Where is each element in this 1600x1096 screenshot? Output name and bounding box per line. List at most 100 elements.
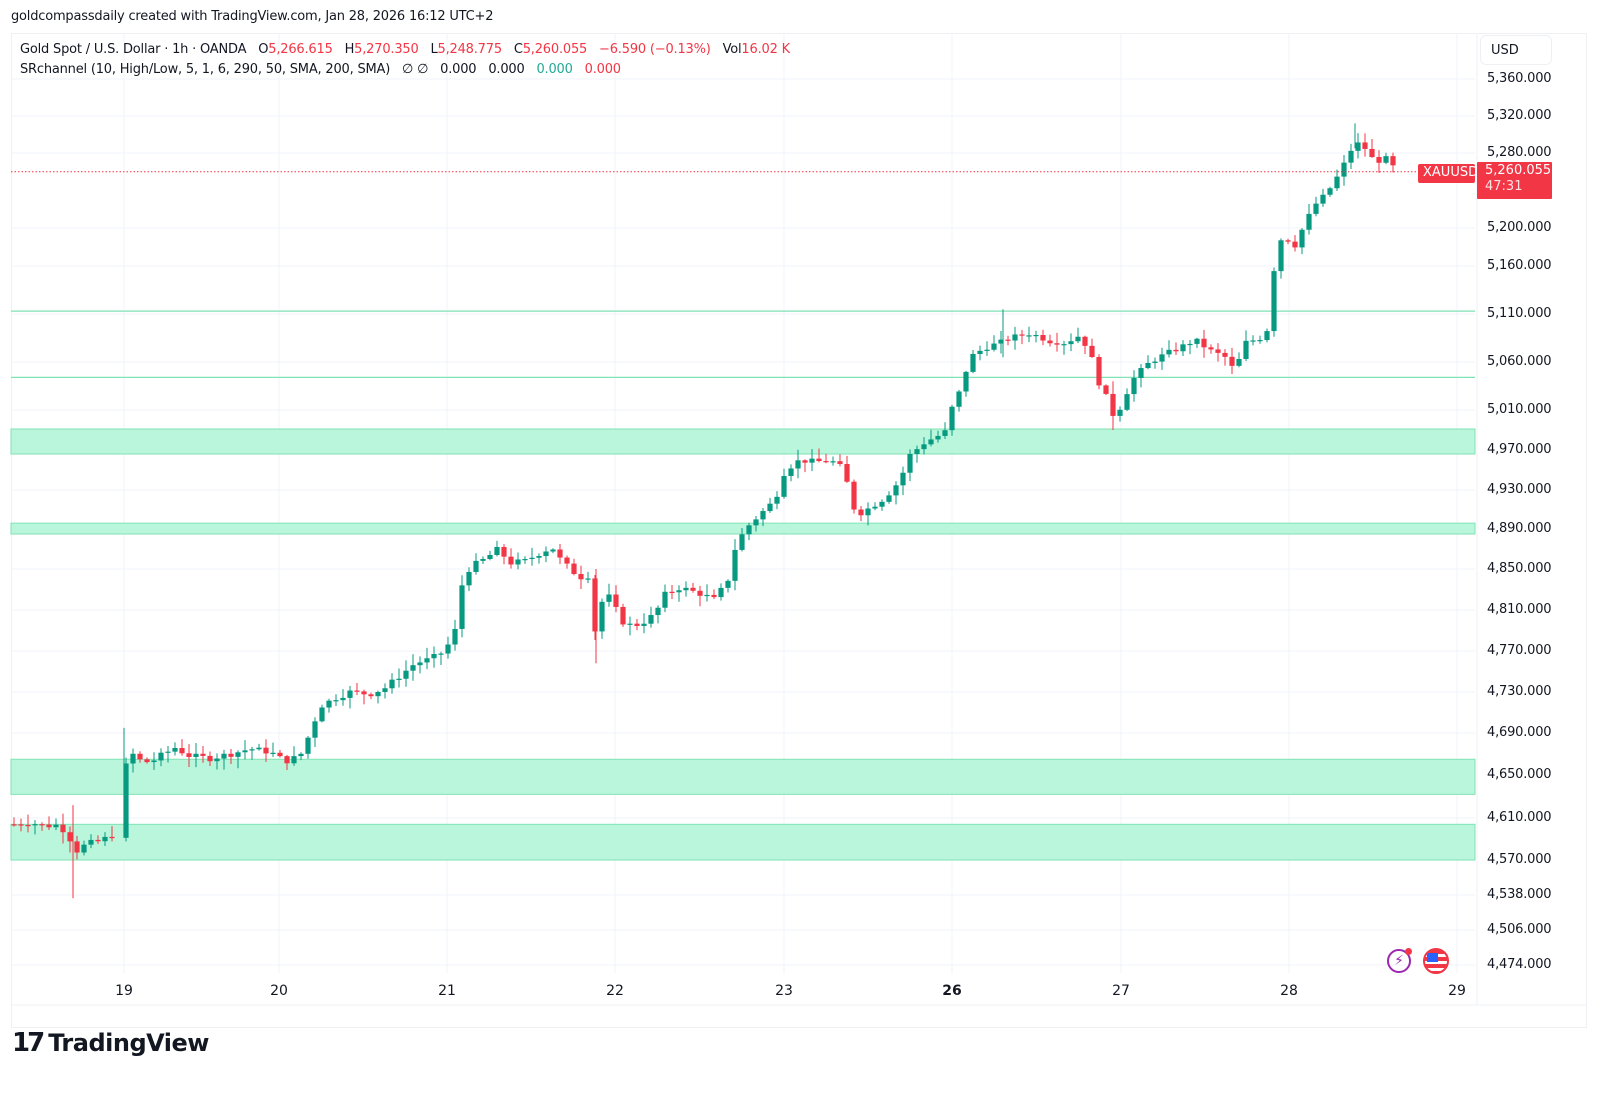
candle-body [18, 824, 24, 826]
candle-body [1229, 356, 1235, 366]
candle-body [1327, 188, 1333, 195]
candle-body [963, 371, 969, 392]
candle-body [739, 534, 745, 550]
candle-body [746, 525, 752, 535]
candle-body [998, 339, 1004, 344]
us-flag-icon[interactable] [1423, 948, 1449, 974]
candle-body [697, 590, 703, 596]
candle-body [914, 449, 920, 454]
candle-body [1019, 334, 1025, 336]
candle-body [368, 694, 374, 697]
candle-body [921, 444, 927, 450]
last-price-label: 5,260.055 47:31 [1477, 162, 1552, 199]
candle-body [774, 496, 780, 504]
candle-body [67, 832, 73, 842]
indicator-value-4: 0.000 [584, 62, 621, 77]
candle-body [1131, 377, 1137, 395]
candle-body [809, 458, 815, 463]
last-price-value: 5,260.055 [1485, 163, 1552, 178]
indicator-legend[interactable]: SRchannel (10, High/Low, 5, 1, 6, 290, 5… [20, 60, 790, 80]
candle-body [900, 472, 906, 486]
candle-body [172, 748, 178, 752]
candle-body [480, 559, 486, 561]
price-tick-label: 5,280.000 [1487, 145, 1552, 160]
candle-body [1040, 334, 1046, 341]
candle-body [802, 460, 808, 463]
candle-body [39, 824, 45, 826]
candle-body [354, 690, 360, 692]
indicator-symbols: ∅ ∅ [402, 62, 429, 77]
candle-body [95, 839, 101, 842]
candle-body [676, 590, 682, 593]
candle-body [179, 748, 185, 754]
candle-body [312, 721, 318, 738]
candle-body [606, 594, 612, 602]
candle-body [473, 560, 479, 572]
price-tick-label: 4,890.000 [1487, 521, 1552, 536]
lightning-icon[interactable]: ⚡ [1387, 948, 1412, 973]
candle-body [816, 458, 822, 462]
candle-body [186, 753, 192, 757]
time-tick-label: 28 [1280, 983, 1298, 999]
candle-body [669, 591, 675, 593]
candle-body [1334, 176, 1340, 189]
price-tick-label: 4,474.000 [1487, 957, 1552, 972]
candle-body [501, 547, 507, 557]
candle-body [977, 350, 983, 354]
candle-body [410, 665, 416, 671]
price-tick-label: 4,810.000 [1487, 602, 1552, 617]
close-value: 5,260.055 [522, 42, 588, 57]
candle-body [641, 623, 647, 626]
symbol-legend[interactable]: Gold Spot / U.S. Dollar · 1h · OANDA O5,… [20, 42, 790, 57]
candle-body [1194, 338, 1200, 344]
currency-selector[interactable]: USD [1480, 35, 1552, 65]
candle-body [928, 439, 934, 445]
candle-body [592, 578, 598, 632]
candle-body [1376, 156, 1382, 163]
time-tick-label: 21 [438, 983, 456, 999]
chart-legend: Gold Spot / U.S. Dollar · 1h · OANDA O5,… [20, 40, 790, 80]
candle-body [298, 753, 304, 757]
candle-body [767, 503, 773, 512]
candle-body [949, 406, 955, 431]
high-value: 5,270.350 [354, 42, 419, 57]
candle-body [207, 755, 213, 762]
candle-body [228, 753, 234, 757]
time-tick-label: 20 [270, 983, 288, 999]
candle-body [158, 752, 164, 761]
candle-body [263, 747, 269, 754]
price-tick-label: 5,200.000 [1487, 220, 1552, 235]
candle-body [242, 750, 248, 753]
candle-body [46, 824, 52, 828]
tradingview-logo: 17 TradingView [12, 1028, 209, 1058]
candle-body [1369, 148, 1375, 157]
candle-body [214, 758, 220, 762]
candle-body [1005, 339, 1011, 341]
candle-body [872, 506, 878, 509]
candle-body [578, 573, 584, 580]
price-tick-label: 5,160.000 [1487, 258, 1552, 273]
time-tick-label: 23 [775, 983, 793, 999]
candle-body [144, 759, 150, 763]
candle-body [326, 700, 332, 708]
sr-zone [10, 758, 1476, 795]
candle-body [277, 752, 283, 757]
candle-body [1145, 362, 1151, 369]
candle-body [165, 751, 171, 753]
indicator-value-2: 0.000 [488, 62, 525, 77]
price-tick-label: 5,110.000 [1487, 306, 1552, 321]
sr-zone [10, 428, 1476, 455]
candle-body [781, 475, 787, 497]
time-tick-label: 27 [1112, 983, 1130, 999]
candle-body [487, 554, 493, 560]
candle-body [494, 547, 500, 555]
candle-body [1390, 156, 1396, 166]
price-tick-label: 4,970.000 [1487, 442, 1552, 457]
price-tick-label: 5,010.000 [1487, 402, 1552, 417]
candle-body [1285, 240, 1291, 242]
price-tick-label: 4,850.000 [1487, 561, 1552, 576]
candle-body [543, 551, 549, 557]
candle-body [1222, 352, 1228, 357]
candle-body [557, 549, 563, 558]
